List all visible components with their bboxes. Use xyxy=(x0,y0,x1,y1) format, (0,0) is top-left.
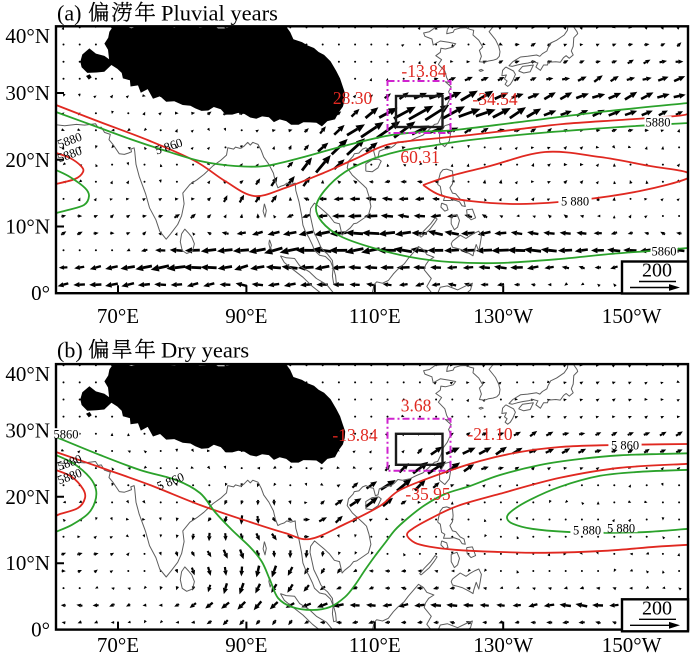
svg-text:60.31: 60.31 xyxy=(400,147,439,167)
svg-text:(b): (b) xyxy=(57,338,83,363)
svg-text:5 860: 5 860 xyxy=(611,438,639,452)
svg-text:30°N: 30°N xyxy=(5,418,50,442)
svg-text:5 880: 5 880 xyxy=(561,194,589,208)
svg-text:90°E: 90°E xyxy=(225,304,267,328)
svg-text:5880: 5880 xyxy=(646,115,671,129)
svg-text:10°N: 10°N xyxy=(5,214,50,238)
svg-text:5860: 5860 xyxy=(54,427,79,441)
svg-text:70°E: 70°E xyxy=(97,304,139,328)
svg-text:70°E: 70°E xyxy=(97,633,139,657)
svg-text:5 880: 5 880 xyxy=(607,521,635,535)
svg-text:90°E: 90°E xyxy=(225,633,267,657)
svg-text:5 880: 5 880 xyxy=(573,523,601,537)
svg-text:200: 200 xyxy=(642,597,672,619)
svg-text:130°W: 130°W xyxy=(473,304,533,328)
svg-text:28.30: 28.30 xyxy=(333,88,373,108)
svg-text:40°N: 40°N xyxy=(5,362,50,386)
svg-text:200: 200 xyxy=(642,260,672,282)
svg-text:-35.95: -35.95 xyxy=(405,484,450,504)
svg-text:150°W: 150°W xyxy=(602,304,662,328)
svg-text:150°W: 150°W xyxy=(602,633,662,657)
svg-text:30°N: 30°N xyxy=(5,81,50,105)
svg-text:40°N: 40°N xyxy=(5,24,50,48)
svg-text:(a): (a) xyxy=(57,1,81,26)
svg-text:3.68: 3.68 xyxy=(401,396,432,416)
svg-text:0°: 0° xyxy=(31,618,50,642)
svg-text:-34.54: -34.54 xyxy=(472,89,517,109)
svg-text:110°E: 110°E xyxy=(349,633,401,657)
svg-text:Dry years: Dry years xyxy=(161,338,249,363)
svg-text:10°N: 10°N xyxy=(5,551,50,575)
svg-text:-21.10: -21.10 xyxy=(467,424,512,444)
svg-text:0°: 0° xyxy=(31,281,50,305)
svg-text:20°N: 20°N xyxy=(5,485,50,509)
svg-text:Pluvial years: Pluvial years xyxy=(161,1,278,26)
svg-text:5860: 5860 xyxy=(652,244,677,258)
svg-text:-13.84: -13.84 xyxy=(332,425,377,445)
svg-text:110°E: 110°E xyxy=(349,304,401,328)
svg-text:20°N: 20°N xyxy=(5,148,50,172)
svg-text:-13.84: -13.84 xyxy=(401,61,446,81)
svg-text:130°W: 130°W xyxy=(473,633,533,657)
